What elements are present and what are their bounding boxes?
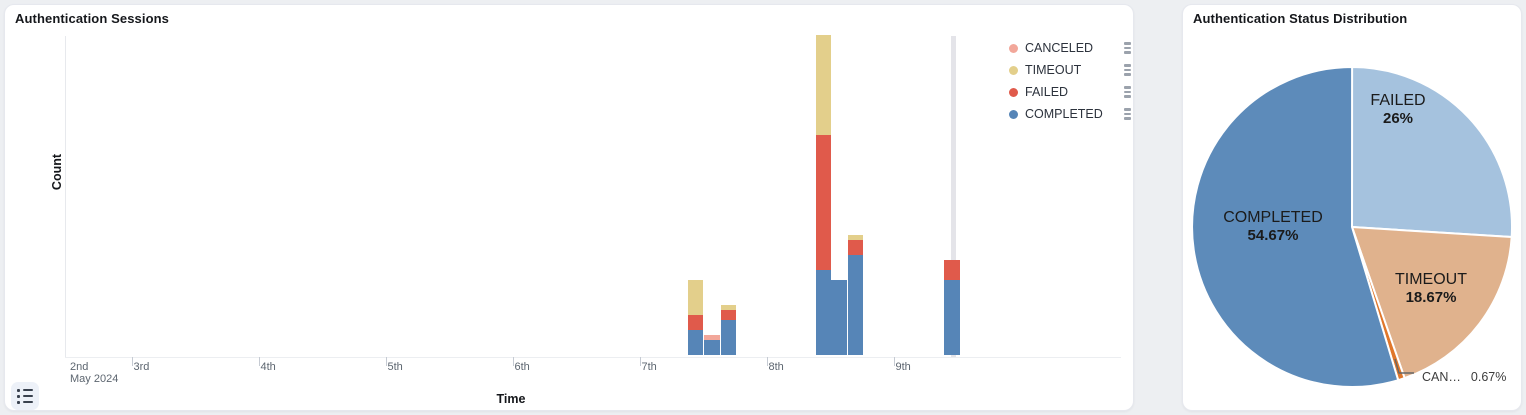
pie-label-timeout: TIMEOUT 18.67% <box>1395 271 1467 306</box>
x-tick-mark <box>512 357 514 366</box>
bar-segment-failed[interactable] <box>687 315 704 330</box>
y-axis-line <box>65 36 66 357</box>
bar-segment-timeout[interactable] <box>687 280 704 315</box>
bar-segment-completed[interactable] <box>831 280 847 355</box>
x-tick-label: 7th <box>641 361 657 373</box>
pie-label-canceled: CAN… 0.67% <box>1422 370 1507 384</box>
list-icon <box>17 388 33 392</box>
x-tick-mark <box>258 357 260 366</box>
x-axis-line <box>65 357 1121 358</box>
legend-label: TIMEOUT <box>1025 63 1082 77</box>
bar-segment-failed[interactable] <box>720 310 737 320</box>
legend-drag-handle-icon[interactable] <box>1124 108 1131 120</box>
legend-label: CANCELED <box>1025 41 1094 55</box>
x-tick-label: 5th <box>387 361 403 373</box>
legend-drag-handle-icon[interactable] <box>1124 64 1131 76</box>
authentication-sessions-panel: Authentication Sessions Count Time 2nd M… <box>4 4 1134 411</box>
x-tick-mark <box>639 357 641 366</box>
bar-segment-completed[interactable] <box>944 280 960 355</box>
bar-segment-completed[interactable] <box>720 320 737 355</box>
panel-title: Authentication Sessions <box>15 11 169 26</box>
bar-segment-completed[interactable] <box>815 270 832 355</box>
x-tick-label: 6th <box>514 361 530 373</box>
legend-label: FAILED <box>1025 85 1069 99</box>
pie-slice-failed[interactable]: FAILED 26% <box>1351 66 1514 238</box>
x-tick-mark <box>893 357 895 366</box>
pie-label-failed: FAILED 26% <box>1370 92 1426 127</box>
legend-swatch-icon <box>1009 65 1018 75</box>
bar-segment-timeout[interactable] <box>720 305 737 310</box>
x-tick-mark <box>766 357 768 366</box>
legend-item-canceled[interactable]: CANCELED <box>1009 37 1131 59</box>
legend-label: COMPLETED <box>1025 107 1103 121</box>
pie-label-completed: COMPLETED 54.67% <box>1223 209 1323 244</box>
x-tick-label: 2nd May 2024 <box>70 361 119 385</box>
legend-swatch-icon <box>1009 109 1018 119</box>
legend-list-toggle-button[interactable] <box>11 382 39 410</box>
bar-segment-failed[interactable] <box>944 260 960 280</box>
legend-item-completed[interactable]: COMPLETED <box>1009 103 1131 125</box>
bar-segment-timeout[interactable] <box>847 235 864 240</box>
current-time-marker-line <box>950 36 956 357</box>
legend-swatch-icon <box>1009 43 1018 53</box>
x-tick-mark <box>385 357 387 366</box>
bar-segment-failed[interactable] <box>815 135 832 270</box>
authentication-status-distribution-panel: Authentication Status Distribution FAILE… <box>1182 4 1522 411</box>
bar-segment-failed[interactable] <box>847 240 864 255</box>
bar-segment-canceled[interactable] <box>704 335 720 340</box>
x-tick-label: 4th <box>260 361 276 373</box>
canceled-label-leader-line <box>1394 358 1414 374</box>
legend-item-timeout[interactable]: TIMEOUT <box>1009 59 1131 81</box>
bar-segment-timeout[interactable] <box>815 35 832 135</box>
pie-slice-completed[interactable]: COMPLETED 54.67% <box>1191 66 1400 388</box>
bar-segment-completed[interactable] <box>847 255 864 355</box>
bar-segment-completed[interactable] <box>687 330 704 355</box>
x-tick-label: 3rd <box>133 361 150 373</box>
pie-chart: FAILED 26%TIMEOUT 18.67%CANCELED 0.67%CO… <box>1191 66 1514 388</box>
panel-title: Authentication Status Distribution <box>1193 11 1408 26</box>
legend-drag-handle-icon[interactable] <box>1124 42 1131 54</box>
legend-drag-handle-icon[interactable] <box>1124 86 1131 98</box>
x-axis-title: Time <box>496 392 526 406</box>
legend-item-failed[interactable]: FAILED <box>1009 81 1131 103</box>
chart-legend: CANCELED TIMEOUT FAILED COMPLETED <box>1009 37 1131 125</box>
y-axis-title: Count <box>50 153 64 191</box>
x-tick-label: 8th <box>768 361 784 373</box>
bar-segment-completed[interactable] <box>704 340 720 355</box>
x-tick-label: 9th <box>895 361 911 373</box>
legend-swatch-icon <box>1009 87 1018 97</box>
x-tick-mark <box>131 357 133 366</box>
